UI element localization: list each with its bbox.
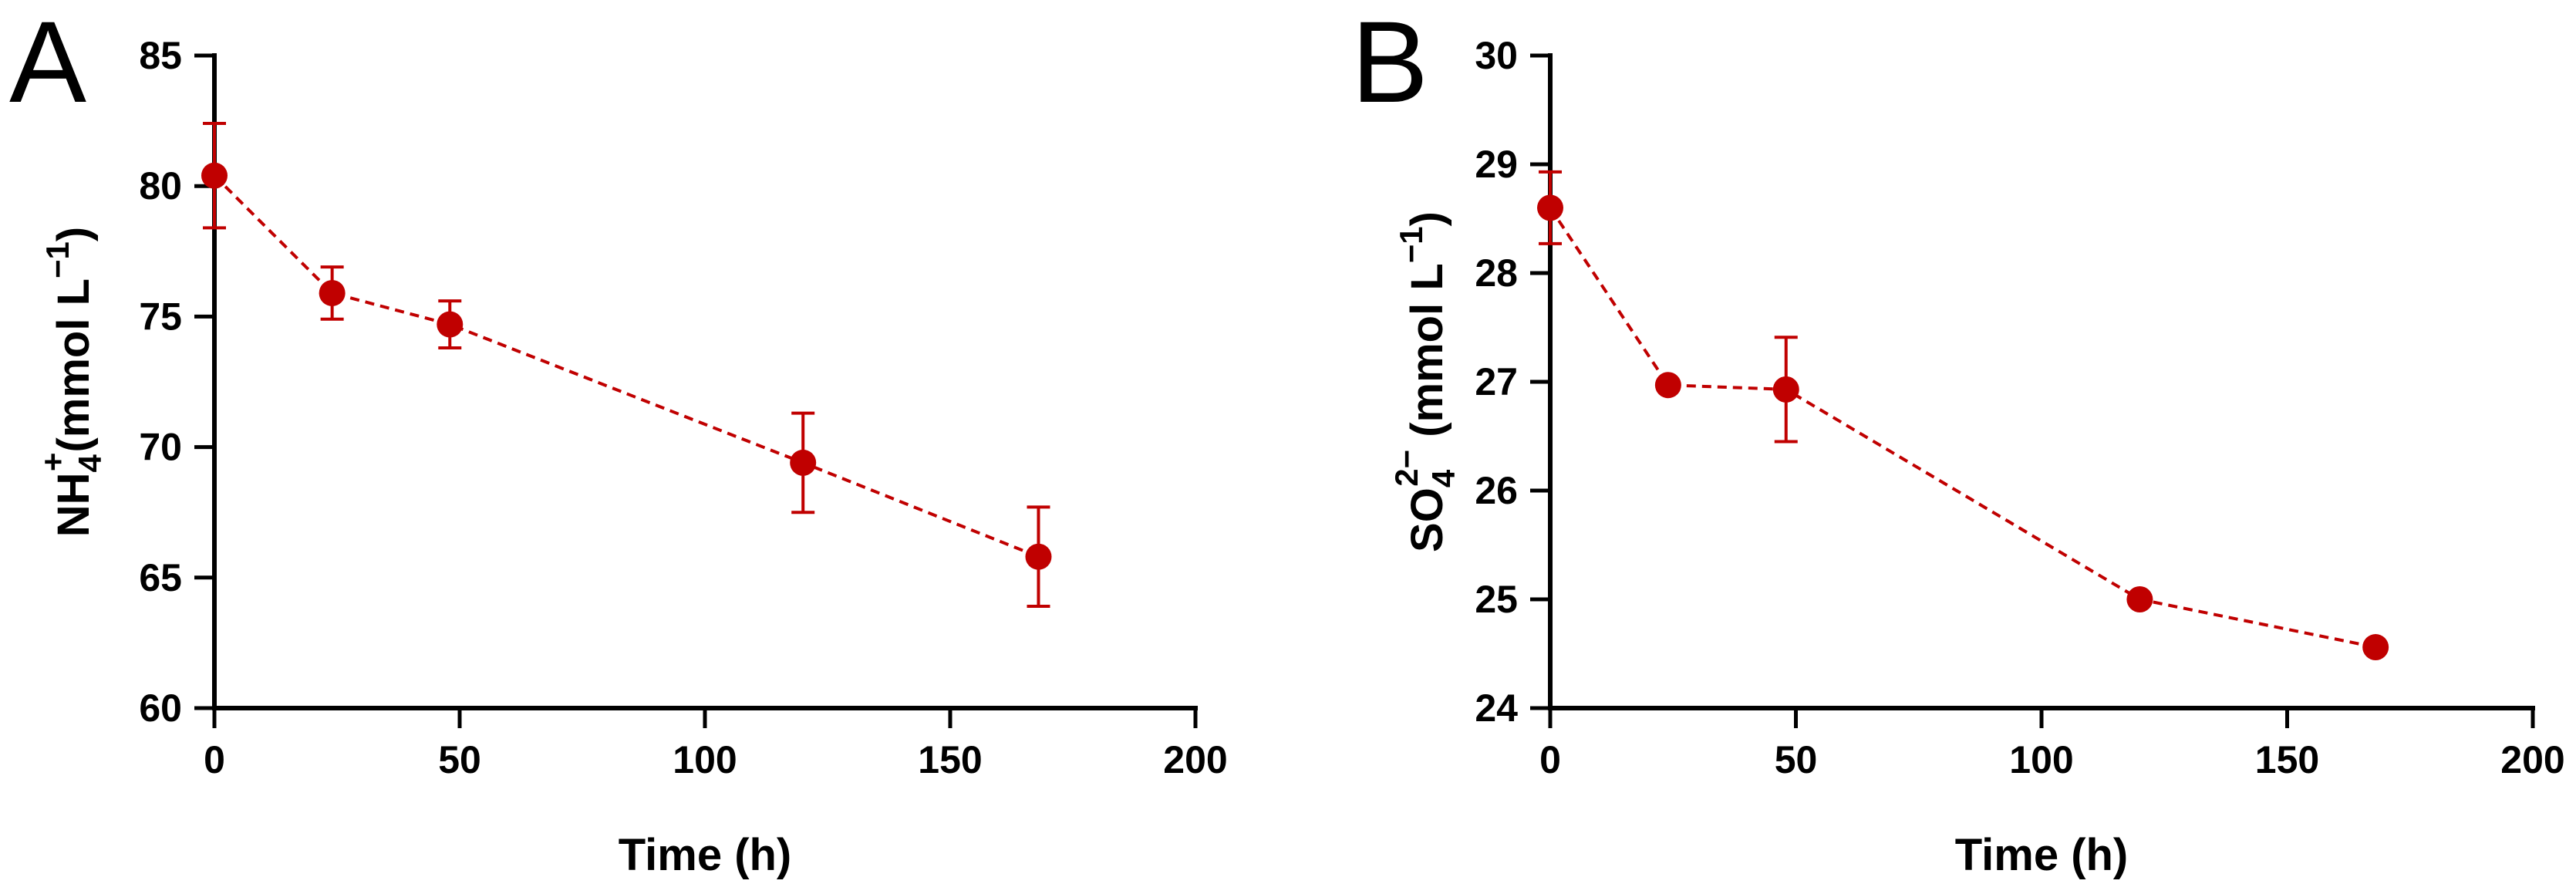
y-title-close: ) bbox=[1402, 211, 1452, 226]
y-title-superscript: 2− bbox=[1388, 450, 1425, 487]
y-title-base: SO bbox=[1402, 487, 1452, 552]
y-axis-title: SO42− (mmol L−1) bbox=[1388, 211, 1462, 552]
data-point bbox=[437, 311, 464, 338]
x-tick-label: 200 bbox=[2500, 738, 2564, 781]
y-title-subscript: 4 bbox=[72, 454, 108, 472]
y-title-unit: (mmol L bbox=[1402, 263, 1452, 450]
panel-label: A bbox=[9, 0, 86, 127]
data-point bbox=[790, 449, 817, 476]
y-title-base: NH bbox=[49, 472, 99, 537]
x-tick-label: 150 bbox=[918, 738, 982, 781]
panel-label: B bbox=[1351, 0, 1428, 127]
data-point bbox=[2126, 586, 2153, 612]
x-tick-label: 0 bbox=[204, 738, 225, 781]
y-tick-label: 25 bbox=[1475, 578, 1518, 621]
y-tick-label: 30 bbox=[1475, 34, 1518, 77]
data-point bbox=[1772, 376, 1799, 403]
y-tick-label: 26 bbox=[1475, 469, 1518, 512]
x-axis-title: Time (h) bbox=[619, 830, 792, 880]
data-point bbox=[201, 162, 228, 189]
y-tick-label: 28 bbox=[1475, 251, 1518, 295]
data-point bbox=[1654, 372, 1681, 399]
y-tick-label: 85 bbox=[139, 34, 182, 77]
y-title-superscript: + bbox=[35, 453, 71, 472]
panel-b: B 24 25 26 27 28 29 30 0 50 100 150 200 Time (h) SO42−… bbox=[1351, 0, 2565, 880]
data-point bbox=[1537, 194, 1563, 221]
y-title-unit-superscript: −1 bbox=[1393, 226, 1429, 263]
series-line bbox=[213, 174, 1040, 558]
y-tick-label: 27 bbox=[1475, 360, 1518, 403]
y-title-subscript: 4 bbox=[1425, 469, 1462, 487]
x-axis-title: Time (h) bbox=[1955, 830, 2129, 880]
y-tick-label: 65 bbox=[139, 556, 182, 599]
y-axis-title: NH4+(mmol L−1) bbox=[35, 227, 108, 537]
y-tick-label: 24 bbox=[1475, 687, 1518, 730]
x-tick-label: 150 bbox=[2255, 738, 2319, 781]
y-title-unit: (mmol L bbox=[49, 278, 99, 453]
y-title-unit-superscript: −1 bbox=[39, 241, 76, 278]
x-tick-label: 50 bbox=[1775, 738, 1818, 781]
y-tick-label: 60 bbox=[139, 687, 182, 730]
panel-a: A 60 65 70 75 80 85 0 50 100 150 200 Time (h) NH4+(mm… bbox=[9, 0, 1228, 880]
data-point bbox=[1025, 543, 1052, 570]
x-tick-label: 100 bbox=[2009, 738, 2073, 781]
y-tick-label: 80 bbox=[139, 164, 182, 207]
x-tick-label: 0 bbox=[1539, 738, 1561, 781]
data-point bbox=[2362, 634, 2389, 661]
x-tick-label: 100 bbox=[673, 738, 737, 781]
y-tick-label: 29 bbox=[1475, 143, 1518, 186]
x-tick-label: 50 bbox=[438, 738, 481, 781]
y-tick-label: 70 bbox=[139, 426, 182, 469]
x-tick-label: 200 bbox=[1163, 738, 1227, 781]
y-tick-label: 75 bbox=[139, 295, 182, 338]
data-point bbox=[319, 279, 346, 306]
y-title-close: ) bbox=[49, 227, 99, 241]
series-line bbox=[1549, 207, 2376, 649]
